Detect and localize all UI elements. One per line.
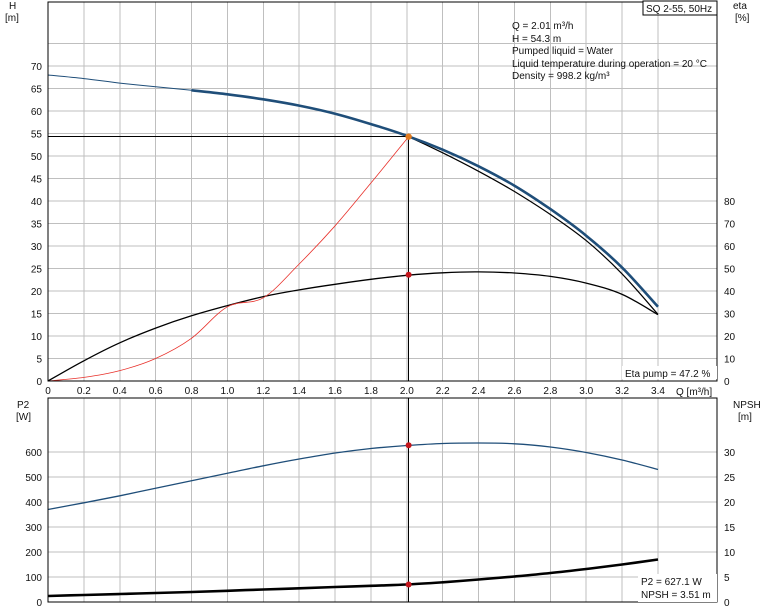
flow-axis-label: Q [m³/h] — [676, 387, 712, 398]
efficiency-axis-title: eta — [733, 1, 747, 12]
x-tick-label: 1.6 — [328, 386, 342, 397]
power-tick-label: 500 — [25, 473, 42, 484]
chart-title-box — [642, 0, 718, 16]
head-tick-label: 15 — [31, 310, 43, 321]
x-tick-label: 0.6 — [149, 386, 163, 397]
x-tick-label: 2.4 — [472, 386, 486, 397]
head-tick-label: 5 — [36, 355, 42, 366]
head-tick-label: 35 — [31, 220, 43, 231]
x-tick-label: 1.4 — [292, 386, 306, 397]
system-curve — [47, 136, 409, 382]
npsh-tick-label: 15 — [724, 523, 736, 534]
efficiency-point-marker — [405, 271, 412, 278]
npsh-tick-label: 10 — [724, 548, 736, 559]
x-tick-label: 2.8 — [543, 386, 557, 397]
info-density: Density = 998.2 kg/m³ — [512, 71, 610, 82]
npsh-tick-label: 30 — [724, 448, 736, 459]
head-tick-label: 30 — [31, 242, 43, 253]
x-tick-label: 2.0 — [400, 386, 414, 397]
info-npsh: NPSH = 3.51 m — [641, 590, 711, 601]
head-axis-unit: [m] — [5, 13, 19, 24]
power-tick-label: 100 — [25, 573, 42, 584]
eta-annotation: Eta pump = 47.2 % — [625, 369, 710, 380]
eta-tick-label: 80 — [724, 197, 736, 208]
power-tick-label: 0 — [36, 598, 42, 609]
npsh-tick-label: 20 — [724, 498, 736, 509]
eta-tick-label: 70 — [724, 220, 736, 231]
eta-tick-label: 40 — [724, 287, 736, 298]
head-tick-label: 60 — [31, 107, 43, 118]
x-tick-label: 0.8 — [185, 386, 199, 397]
eta-annotation-box — [622, 366, 717, 379]
info-liquid: Pumped liquid = Water — [512, 46, 614, 57]
power-axis-title: P2 — [17, 400, 30, 411]
head-tick-label: 45 — [31, 175, 43, 186]
chart-title: SQ 2-55, 50Hz — [646, 4, 712, 15]
eta-tick-label: 10 — [724, 355, 736, 366]
npsh-point-marker — [405, 581, 412, 588]
eta-tick-label: 30 — [724, 310, 736, 321]
head-tick-label: 55 — [31, 130, 43, 141]
info-power: P2 = 627.1 W — [641, 577, 702, 588]
head-tick-label: 20 — [31, 287, 43, 298]
x-tick-label: 0.2 — [77, 386, 91, 397]
head-tick-label: 70 — [31, 62, 43, 73]
npsh-tick-label: 25 — [724, 473, 736, 484]
duty-point-marker — [405, 133, 412, 140]
x-tick-label: 1.0 — [220, 386, 234, 397]
npsh-tick-label: 0 — [724, 598, 730, 609]
power-info-box — [638, 574, 717, 602]
head-tick-label: 25 — [31, 265, 43, 276]
efficiency-curve — [47, 271, 659, 382]
eta-tick-label: 0 — [724, 377, 730, 388]
eta-tick-label: 50 — [724, 265, 736, 276]
head-tick-label: 50 — [31, 152, 43, 163]
npsh-curve — [47, 558, 659, 598]
head-axis-title: H — [9, 1, 16, 12]
head-tick-label: 40 — [31, 197, 43, 208]
power-tick-label: 600 — [25, 448, 42, 459]
info-head: H = 54.3 m — [512, 34, 561, 45]
efficiency-axis-unit: [%] — [735, 13, 750, 24]
power-point-marker — [405, 442, 412, 449]
head-tick-label: 10 — [31, 332, 43, 343]
npsh-axis-unit: [m] — [738, 412, 752, 423]
x-tick-label: 3.0 — [579, 386, 593, 397]
top-plot-frame — [47, 1, 718, 382]
npsh-tick-label: 5 — [724, 573, 730, 584]
bottom-plot-frame — [47, 397, 718, 603]
eta-tick-label: 60 — [724, 242, 736, 253]
x-tick-label: 2.2 — [436, 386, 450, 397]
power-tick-label: 300 — [25, 523, 42, 534]
x-tick-label: 0 — [45, 386, 51, 397]
info-temperature: Liquid temperature during operation = 20… — [512, 59, 707, 70]
x-tick-label: 3.4 — [651, 386, 665, 397]
x-tick-label: 3.2 — [615, 386, 629, 397]
power-tick-label: 400 — [25, 498, 42, 509]
power-tick-label: 200 — [25, 548, 42, 559]
x-tick-label: 1.2 — [256, 386, 270, 397]
power-axis-unit: [W] — [16, 412, 31, 423]
x-tick-label: 1.8 — [364, 386, 378, 397]
x-tick-label: 0.4 — [113, 386, 127, 397]
head-curve-thin — [408, 136, 659, 315]
eta-tick-label: 20 — [724, 332, 736, 343]
info-flow: Q = 2.01 m³/h — [512, 21, 573, 32]
x-tick-label: 2.6 — [508, 386, 522, 397]
head-tick-label: 0 — [36, 377, 42, 388]
npsh-axis-title: NPSH — [733, 400, 761, 411]
power-curve — [47, 442, 659, 511]
head-tick-label: 65 — [31, 85, 43, 96]
head-curve-bold — [191, 89, 659, 308]
